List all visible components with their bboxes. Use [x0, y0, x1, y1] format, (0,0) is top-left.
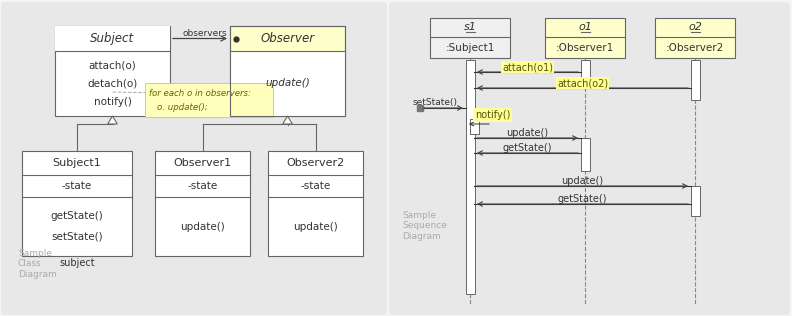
- Text: Sample
Class
Diagram: Sample Class Diagram: [18, 249, 57, 279]
- Text: Subject: Subject: [90, 32, 135, 45]
- Text: Sample
Sequence
Diagram: Sample Sequence Diagram: [402, 211, 447, 241]
- Text: update(): update(): [180, 222, 225, 232]
- Bar: [230, 26, 345, 116]
- Text: :Observer2: :Observer2: [666, 43, 724, 53]
- Text: subject: subject: [59, 258, 95, 268]
- Text: o. update();: o. update();: [157, 102, 208, 112]
- Text: getState(): getState(): [503, 143, 552, 153]
- Text: o1: o1: [578, 22, 592, 32]
- Text: s1: s1: [463, 22, 477, 32]
- Text: attach(o): attach(o): [89, 61, 136, 71]
- Text: Observer: Observer: [261, 32, 314, 45]
- Text: update(): update(): [293, 222, 338, 232]
- Bar: [691, 186, 699, 216]
- Text: setState(): setState(): [51, 232, 103, 241]
- Bar: [545, 18, 625, 58]
- Bar: [655, 18, 735, 58]
- Text: attach(o2): attach(o2): [557, 78, 608, 88]
- Polygon shape: [283, 116, 292, 124]
- Text: Observer2: Observer2: [287, 158, 345, 168]
- Text: o2: o2: [688, 22, 702, 32]
- Text: update(): update(): [265, 78, 310, 88]
- FancyBboxPatch shape: [389, 2, 790, 315]
- Bar: [230, 26, 345, 116]
- Text: for each o in observers:: for each o in observers:: [149, 88, 251, 98]
- Text: setState(): setState(): [413, 98, 458, 106]
- Bar: [581, 60, 589, 86]
- Bar: [22, 151, 132, 256]
- Bar: [268, 151, 363, 256]
- Bar: [55, 26, 170, 116]
- Polygon shape: [108, 116, 117, 124]
- Text: notify(): notify(): [93, 97, 131, 107]
- Text: Subject1: Subject1: [52, 158, 101, 168]
- Bar: [155, 151, 250, 256]
- Bar: [581, 138, 589, 171]
- Text: Observer1: Observer1: [173, 158, 231, 168]
- FancyBboxPatch shape: [145, 83, 273, 117]
- FancyBboxPatch shape: [1, 2, 387, 315]
- Text: :Subject1: :Subject1: [445, 43, 495, 53]
- Bar: [470, 119, 478, 134]
- Text: -state: -state: [62, 181, 92, 191]
- Bar: [691, 60, 699, 100]
- Bar: [430, 18, 510, 58]
- Bar: [230, 51, 345, 116]
- Text: update(): update(): [506, 128, 549, 138]
- Text: update(): update(): [562, 176, 604, 186]
- Text: observers: observers: [183, 29, 227, 38]
- Text: :Observer1: :Observer1: [556, 43, 614, 53]
- Text: detach(o): detach(o): [87, 79, 138, 89]
- Text: attach(o1): attach(o1): [502, 62, 553, 72]
- Text: getState(): getState(): [51, 211, 104, 222]
- Bar: [55, 26, 170, 51]
- Bar: [466, 60, 474, 294]
- Text: notify(): notify(): [475, 110, 510, 120]
- Text: -state: -state: [300, 181, 330, 191]
- Text: -state: -state: [188, 181, 218, 191]
- Text: getState(): getState(): [558, 194, 607, 204]
